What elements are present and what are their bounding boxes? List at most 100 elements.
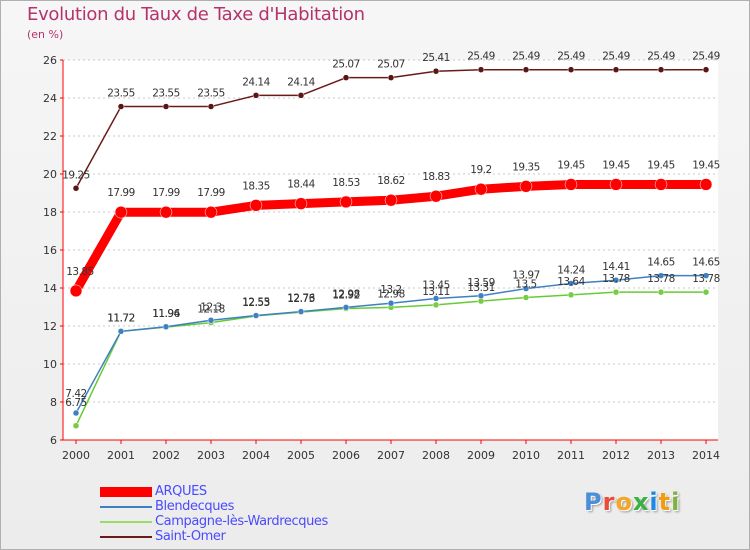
- data-point-arques: [339, 195, 353, 209]
- x-tick-label: 2011: [557, 449, 585, 462]
- data-label-campagne-l-s-wardrecques: 6.75: [65, 397, 86, 409]
- data-point-saint-omer: [72, 185, 80, 192]
- x-tick-label: 2008: [422, 449, 450, 462]
- data-point-campagne-l-s-wardrecques: [702, 288, 710, 296]
- data-label-blendecques: 13.2: [380, 284, 401, 296]
- data-point-blendecques: [297, 308, 305, 315]
- data-label-saint-omer: 23.55: [152, 88, 180, 100]
- legend-swatch-campagne: [100, 521, 152, 523]
- legend-label-saint-omer: Saint-Omer: [155, 529, 226, 544]
- data-label-blendecques: 14.24: [557, 264, 585, 276]
- data-point-saint-omer: [567, 66, 575, 73]
- data-point-arques: [654, 178, 668, 191]
- data-label-arques: 17.99: [197, 187, 225, 199]
- data-label-arques: 18.62: [377, 175, 405, 187]
- legend-label-blendecques: Blendecques: [155, 499, 235, 514]
- data-label-saint-omer: 25.49: [692, 51, 720, 63]
- data-point-saint-omer: [207, 103, 215, 110]
- data-point-campagne-l-s-wardrecques: [657, 288, 665, 296]
- data-point-saint-omer: [342, 74, 350, 81]
- data-label-saint-omer: 23.55: [197, 88, 225, 100]
- data-label-arques: 18.83: [422, 171, 450, 183]
- x-tick-label: 2001: [107, 449, 135, 462]
- x-tick-label: 2002: [152, 449, 180, 462]
- data-point-arques: [384, 193, 398, 207]
- x-tick-label: 2013: [647, 449, 675, 462]
- data-point-arques: [519, 180, 533, 193]
- chart-title: Evolution du Taux de Taxe d'Habitation: [27, 4, 365, 25]
- legend-label-campagne: Campagne-lès-Wardrecques: [155, 514, 328, 529]
- data-point-blendecques: [612, 276, 620, 284]
- data-label-arques: 19.35: [512, 161, 540, 173]
- data-label-saint-omer: 25.07: [377, 59, 405, 71]
- data-point-arques: [294, 197, 308, 210]
- proxiti-logo: Proxiti: [584, 488, 680, 516]
- data-label-blendecques: 14.41: [602, 261, 630, 273]
- data-label-campagne-l-s-wardrecques: 12.98: [377, 288, 405, 300]
- data-point-blendecques: [252, 312, 260, 319]
- data-label-arques: 19.45: [602, 159, 630, 171]
- logo-letter: i: [649, 488, 659, 516]
- legend-item-arques: ARQUES: [100, 484, 400, 499]
- data-point-blendecques: [567, 280, 575, 287]
- data-label-campagne-l-s-wardrecques: 12.73: [287, 293, 315, 305]
- data-point-saint-omer: [477, 66, 485, 73]
- data-label-blendecques: 11.72: [107, 312, 135, 324]
- logo-letter: o: [615, 488, 633, 516]
- y-tick-label: 16: [43, 244, 57, 257]
- data-point-campagne-l-s-wardrecques: [567, 291, 575, 299]
- legend-swatch-arques: [100, 487, 152, 497]
- data-point-blendecques: [72, 409, 80, 417]
- x-tick-label: 2000: [62, 449, 90, 462]
- data-label-blendecques: 11.96: [152, 308, 180, 320]
- y-tick-label: 14: [43, 282, 57, 295]
- data-point-campagne-l-s-wardrecques: [72, 422, 80, 429]
- logo-letter: t: [658, 488, 672, 516]
- y-tick-label: 20: [43, 168, 57, 181]
- data-label-campagne-l-s-wardrecques: 12.53: [242, 297, 270, 309]
- logo-letter: r: [602, 488, 616, 516]
- data-point-saint-omer: [522, 66, 530, 73]
- x-tick-label: 2003: [197, 449, 225, 462]
- x-tick-label: 2007: [377, 449, 405, 462]
- logo-letter: i: [671, 488, 681, 516]
- data-label-campagne-l-s-wardrecques: 12.18: [197, 304, 225, 316]
- data-point-blendecques: [657, 272, 665, 279]
- data-label-blendecques: 13.45: [422, 279, 450, 291]
- data-point-saint-omer: [117, 103, 125, 110]
- data-label-arques: 17.99: [152, 187, 180, 199]
- data-label-saint-omer: 24.14: [287, 76, 315, 88]
- data-point-blendecques: [522, 285, 530, 292]
- y-tick-label: 24: [43, 92, 57, 105]
- data-label-campagne-l-s-wardrecques: 13.11: [422, 286, 450, 298]
- data-label-campagne-l-s-wardrecques: 13.5: [515, 279, 536, 291]
- x-tick-label: 2012: [602, 449, 630, 462]
- data-point-arques: [249, 199, 263, 212]
- x-tick-label: 2009: [467, 449, 495, 462]
- data-label-arques: 19.2: [470, 164, 491, 176]
- y-tick-label: 6: [50, 434, 57, 447]
- data-label-blendecques: 13.59: [467, 277, 495, 289]
- data-point-blendecques: [432, 295, 440, 302]
- y-tick-label: 18: [43, 206, 57, 219]
- data-point-saint-omer: [702, 66, 710, 73]
- data-point-saint-omer: [162, 103, 170, 110]
- data-label-campagne-l-s-wardrecques: 13.31: [467, 282, 495, 294]
- x-tick-label: 2004: [242, 449, 270, 462]
- data-label-blendecques: 7.42: [65, 388, 86, 400]
- y-tick-label: 12: [43, 320, 57, 333]
- data-point-blendecques: [387, 299, 395, 307]
- data-point-arques: [204, 205, 218, 219]
- data-label-blendecques: 14.65: [647, 257, 675, 269]
- data-point-blendecques: [702, 272, 710, 279]
- data-point-saint-omer: [657, 66, 665, 73]
- data-point-arques: [564, 178, 578, 191]
- data-label-arques: 18.35: [242, 180, 270, 192]
- legend-label-arques: ARQUES: [155, 484, 207, 499]
- data-label-saint-omer: 25.41: [422, 52, 450, 64]
- data-label-arques: 19.45: [692, 159, 720, 171]
- legend-swatch-saint-omer: [100, 536, 152, 538]
- data-label-blendecques: 14.65: [692, 257, 720, 269]
- data-label-saint-omer: 25.49: [467, 51, 495, 63]
